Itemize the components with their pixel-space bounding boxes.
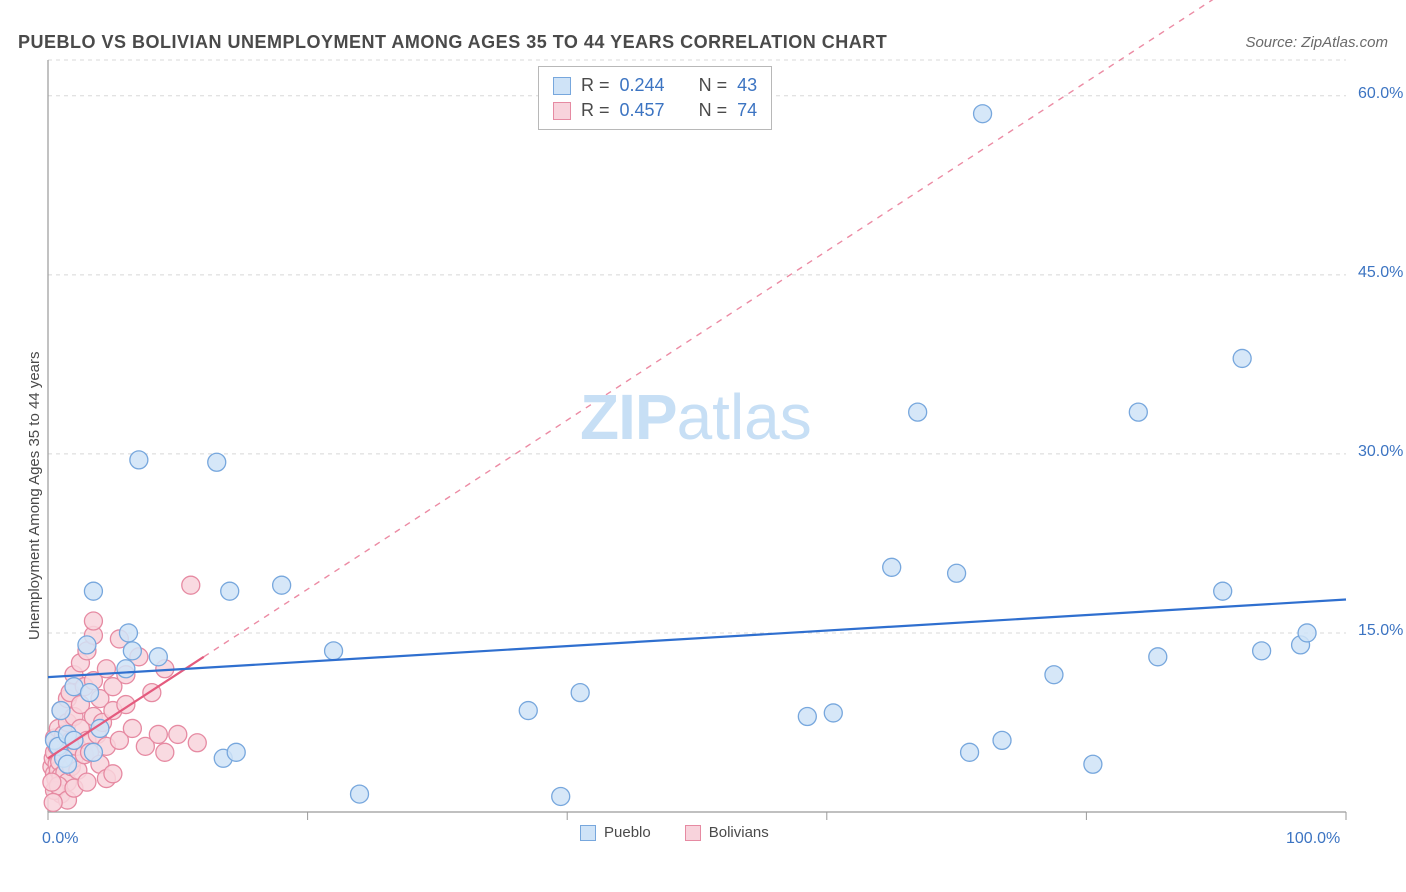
pueblo-n-value: 43 bbox=[737, 75, 757, 96]
n-label: N = bbox=[699, 100, 728, 121]
y-tick-label: 30.0% bbox=[1358, 443, 1403, 461]
stats-row-pueblo: R = 0.244 N = 43 bbox=[553, 73, 757, 98]
bolivians-legend-swatch-icon bbox=[685, 825, 701, 841]
x-tick-label: 100.0% bbox=[1286, 830, 1340, 848]
y-tick-label: 45.0% bbox=[1358, 264, 1403, 282]
pueblo-r-value: 0.244 bbox=[620, 75, 665, 96]
y-tick-label: 15.0% bbox=[1358, 622, 1403, 640]
bolivians-legend-label: Bolivians bbox=[709, 824, 769, 841]
bolivians-n-value: 74 bbox=[737, 100, 757, 121]
bolivians-swatch-icon bbox=[553, 102, 571, 120]
y-tick-label: 60.0% bbox=[1358, 85, 1403, 103]
series-legend: Pueblo Bolivians bbox=[580, 824, 769, 841]
x-tick-label: 0.0% bbox=[42, 830, 78, 848]
pueblo-swatch-icon bbox=[553, 77, 571, 95]
r-label: R = bbox=[581, 75, 610, 96]
pueblo-legend-label: Pueblo bbox=[604, 824, 651, 841]
r-label: R = bbox=[581, 100, 610, 121]
n-label: N = bbox=[699, 75, 728, 96]
bolivians-r-value: 0.457 bbox=[620, 100, 665, 121]
correlation-stats-box: R = 0.244 N = 43 R = 0.457 N = 74 bbox=[538, 66, 772, 130]
scatter-chart bbox=[0, 0, 1406, 892]
stats-row-bolivians: R = 0.457 N = 74 bbox=[553, 98, 757, 123]
pueblo-legend-swatch-icon bbox=[580, 825, 596, 841]
